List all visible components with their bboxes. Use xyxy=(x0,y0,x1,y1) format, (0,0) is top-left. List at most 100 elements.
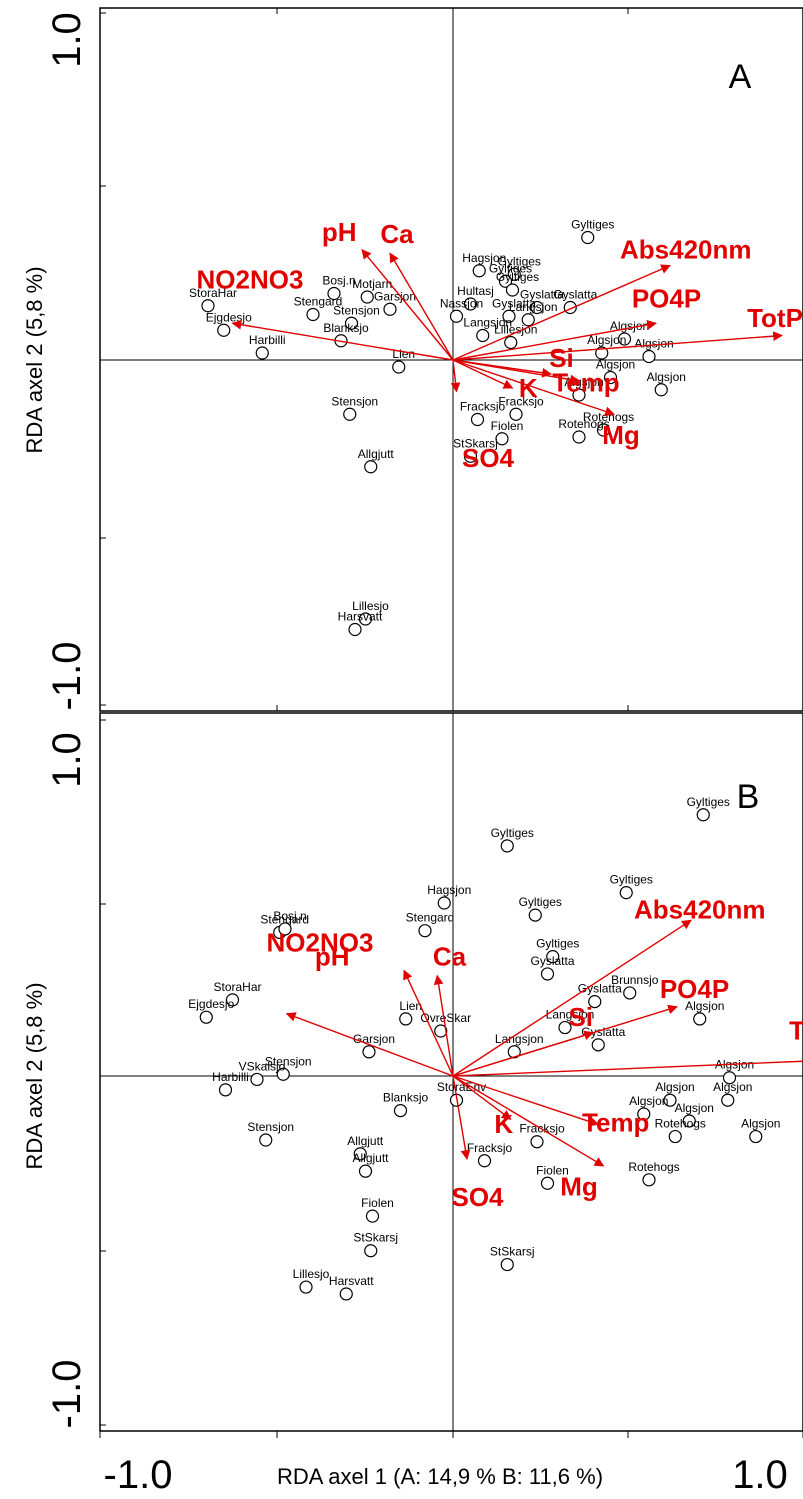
panel-b-sites: Gyltiges Gyltiges Gyltiges Gyltiges Gyltiges… xyxy=(188,795,780,1301)
panel-a-arrow-so4 xyxy=(450,359,461,393)
panel-a-site-point xyxy=(392,360,406,374)
panel-a-arrow-mg xyxy=(452,359,615,417)
panel-a-site-label: Bosj.n xyxy=(322,274,355,288)
panel-a-y-tick-label-bottom: -1.0 xyxy=(45,642,89,711)
panel-a-arrow-po4p xyxy=(452,319,657,361)
panel-a-site-point xyxy=(358,612,373,626)
panel-b-site-label: Fiolen xyxy=(536,1163,569,1177)
panel-a-site-point xyxy=(463,449,478,463)
panel-b-site-point xyxy=(540,1176,555,1190)
panel-b-arrow-label-si: Si xyxy=(568,1002,593,1032)
panel-b-site-label: Algsjon xyxy=(675,1101,714,1115)
panel-b-site-point xyxy=(558,1020,572,1035)
panel-b-arrow-totp xyxy=(452,1060,803,1077)
panel-b-arrow-mg xyxy=(452,1075,605,1167)
panel-b-site-label: Allgjutt xyxy=(352,1151,389,1165)
panel-b-site-point xyxy=(749,1129,763,1144)
panel-a-site-label: Garsjon xyxy=(374,289,416,303)
panel-a-arrow-label-abs420nm: Abs420nm xyxy=(620,235,752,265)
panel-b-site-point xyxy=(250,1072,264,1087)
panel-a-site-label: Ejgdesjo xyxy=(206,310,252,324)
panel-a-site-label: Gyslatta xyxy=(492,296,536,310)
panel-b-site-label: Stengard xyxy=(406,911,455,925)
panel-a-site-label: Rotehogs xyxy=(558,417,609,431)
panel-b-site-point xyxy=(364,1244,378,1258)
panel-b-site-point xyxy=(668,1129,682,1144)
panel-b-site-point xyxy=(358,1164,373,1178)
panel-b-site-label: OvreSkar xyxy=(420,1011,471,1025)
panel-a-arrow-abs420nm xyxy=(452,264,671,361)
panel-a-site-label: StSkarsj xyxy=(453,436,498,450)
panel-a-site-label: Fracksjo xyxy=(498,394,544,408)
x-tick-label-right: 1.0 xyxy=(732,1453,788,1497)
panel-b-site-label: Lillesjo xyxy=(293,1267,330,1281)
panel-b-site-point xyxy=(500,1257,514,1272)
x-tick-label-left: -1.0 xyxy=(104,1453,173,1497)
panel-a-site-label: Gyltiges xyxy=(498,254,541,268)
panel-a-arrow-label-po4p: PO4P xyxy=(632,284,701,314)
panel-b-site-point xyxy=(437,896,451,910)
panel-b-arrow-label-totp: TotP xyxy=(789,1016,803,1046)
panel-b-site-point xyxy=(721,1093,735,1107)
panel-b-site-point xyxy=(663,1093,677,1107)
panel-b-frame xyxy=(99,712,803,1432)
x-axis-title: RDA axel 1 (A: 14,9 % B: 11,6 %) xyxy=(277,1464,603,1489)
panel-b-site-label: VSkalsjo xyxy=(239,1059,286,1073)
panel-b-site-point xyxy=(642,1173,656,1187)
panel-b-site-point xyxy=(299,1280,313,1294)
panel-b-site-point xyxy=(434,1024,448,1038)
panel-a-site-label: Fracksjo xyxy=(460,400,506,414)
panel-b-site-point xyxy=(353,1147,367,1161)
panel-b-site-label: StoraHar xyxy=(213,980,261,994)
panel-b-site-label: Rotehogs xyxy=(628,1160,679,1174)
panel-b-site-label: Gyslatta xyxy=(530,954,574,968)
panel-a-arrow-no2no3 xyxy=(231,319,454,361)
panel-a-site-point xyxy=(344,316,359,330)
panel-a-site-point xyxy=(509,407,523,421)
panel-b-arrow-label-no2no3: NO2NO3 xyxy=(267,927,374,957)
panel-b-site-label: Harbilli xyxy=(212,1070,249,1084)
panel-a-site-point xyxy=(364,460,378,474)
panel-a-site-label: StoraHar xyxy=(189,286,237,300)
panel-b-arrow-k xyxy=(452,1075,512,1120)
panel-b-site-point xyxy=(530,1135,544,1149)
panel-b-arrow-si xyxy=(452,1030,594,1077)
panel-b-site-point xyxy=(540,967,555,981)
panel-b-site-point xyxy=(225,993,240,1007)
panel-b-site-point xyxy=(682,1114,696,1128)
panel-b-arrow-ca xyxy=(433,974,454,1077)
panel-a-site-label: Rotehogs xyxy=(583,410,634,424)
panel-b-site-label: Gyslatta xyxy=(578,982,622,996)
panel-b-site-label: Lien xyxy=(399,999,422,1013)
panel-b-site-label: Blanksjo xyxy=(383,1091,429,1105)
panel-a-site-label: Hagsjon xyxy=(462,251,506,265)
panel-b-site-label: Gyltiges xyxy=(519,895,562,909)
panel-b-site-label: Gyltiges xyxy=(491,826,534,840)
panel-b-arrow-abs420nm xyxy=(452,919,692,1077)
panel-b-site-point xyxy=(477,1154,492,1168)
panel-b-arrow-so4 xyxy=(452,1075,471,1161)
panel-b-site-label: Stensjon xyxy=(265,1054,312,1068)
panel-a-site-label: Stengard xyxy=(294,295,343,309)
panel-b-site-label: Harsvatt xyxy=(329,1274,374,1288)
panel-a-site-point xyxy=(530,300,544,315)
panel-b-site-label: Rotehogs xyxy=(655,1117,706,1131)
panel-a-site-point xyxy=(498,274,513,288)
panel-b-site-label: Langsjon xyxy=(495,1032,544,1046)
panel-b-site-label: Algsjon xyxy=(713,1080,752,1094)
panel-b-site-point xyxy=(693,1012,707,1026)
panel-b-site-label: StSkarsj xyxy=(490,1245,535,1259)
panel-b-site-point xyxy=(722,1071,737,1085)
panel-a-site-point xyxy=(383,302,397,316)
panel-b-arrow-label-po4p: PO4P xyxy=(660,974,729,1004)
panel-a-letter: A xyxy=(729,58,752,96)
panel-b-site-label: Gyltiges xyxy=(687,795,730,809)
panel-b-site-point xyxy=(637,1107,651,1121)
panel-a-site-label: Gyltiges xyxy=(489,261,532,275)
panel-a-site-point xyxy=(306,307,320,322)
panel-a-arrow-label-temp: Temp xyxy=(552,368,619,398)
panel-b-site-point xyxy=(399,1012,413,1026)
panel-a-site-label: Motjarn xyxy=(352,277,392,291)
panel-a-arrow-k xyxy=(452,359,514,389)
